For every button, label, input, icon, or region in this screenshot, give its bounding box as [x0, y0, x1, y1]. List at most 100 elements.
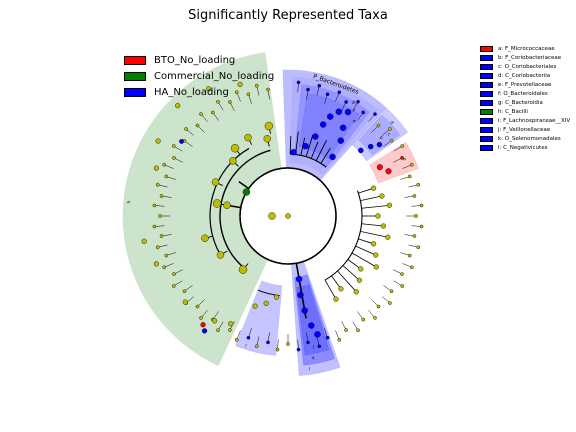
leaf-node	[317, 83, 322, 88]
taxa-swatch	[480, 90, 493, 97]
taxa-label: c: O_Coriobacteriales	[498, 63, 557, 70]
taxa-legend-item: e: F_Prevotellaceae	[480, 80, 570, 89]
taxa-label: h: C_Bacilli	[498, 108, 528, 115]
taxa-legend: a: F_Micrococcaceae b: F_Coriobacteriace…	[480, 44, 570, 152]
tree-node	[201, 234, 209, 242]
leaf-node	[337, 337, 342, 342]
tree-node	[356, 277, 362, 283]
taxa-label: b: F_Coriobacteriaceae	[498, 54, 562, 61]
tree-node-ha	[290, 149, 297, 156]
taxa-legend-item: j: F_Veillonellaceae	[480, 125, 570, 134]
tree-branch	[358, 238, 374, 245]
leaf-node	[199, 316, 203, 320]
tree-node-ha	[308, 322, 315, 329]
tree-node-bto	[200, 322, 206, 328]
leaf-node	[210, 110, 215, 115]
tree-node	[175, 103, 181, 109]
tree-branch	[331, 275, 342, 290]
taxa-label: f: O_Bacteroidales	[498, 90, 548, 97]
tree-node	[380, 223, 387, 229]
tree-node-bto	[376, 164, 383, 171]
taxa-swatch	[480, 45, 493, 52]
tree-node	[212, 199, 222, 208]
tree-node-bacilli	[242, 188, 251, 196]
leaf-node	[159, 194, 164, 198]
leaf-node	[296, 80, 301, 85]
leaf-node	[388, 127, 392, 131]
tree-node	[358, 266, 364, 272]
leaf-node	[306, 340, 310, 345]
taxa-legend-item: a: F_Micrococcaceae	[480, 44, 570, 53]
taxa-legend-item: h: C_Bacilli	[480, 107, 570, 116]
tree-node-ha	[376, 141, 383, 148]
leaf-node	[155, 245, 160, 250]
taxa-legend-item: k: O_Selenomonadales	[480, 134, 570, 143]
leaf-node	[254, 83, 259, 88]
legend-item-bto: BTO_No_loading	[124, 52, 274, 68]
tree-node	[273, 294, 280, 300]
leaf-node	[152, 224, 157, 229]
taxa-legend-item: g: C_Bacteroidia	[480, 98, 570, 107]
legend-swatch-bto	[124, 55, 146, 65]
tree-node-bto	[385, 168, 392, 175]
tree-node-ha	[368, 143, 374, 150]
leaf-node	[388, 301, 392, 305]
leaf-node	[275, 347, 280, 352]
leaf-node	[286, 342, 290, 346]
phylum-ring	[239, 167, 337, 265]
leaf-node	[337, 90, 342, 95]
tree-branch	[305, 134, 314, 157]
tree-node	[370, 241, 377, 247]
tree-branch	[289, 136, 292, 155]
tree-branch	[315, 140, 327, 161]
tree-arc	[324, 190, 363, 281]
clade-letter-label: f	[351, 108, 356, 114]
tree-branch	[361, 223, 384, 227]
tree-node	[385, 234, 391, 240]
tree-branch	[351, 252, 377, 268]
leaf-node	[407, 174, 412, 179]
legend-label-commercial: Commercial_No_loading	[154, 70, 275, 82]
clade-letter-label: b	[378, 135, 385, 141]
tree-node-ha	[326, 113, 334, 120]
leaf-node	[254, 344, 259, 349]
taxa-swatch	[480, 99, 493, 106]
leaf-node	[409, 265, 414, 270]
leaf-node	[400, 272, 404, 276]
legend-label-ha: HA_No_loading	[154, 86, 229, 98]
tree-node	[228, 321, 234, 327]
leaf-node	[171, 284, 176, 288]
tree-node	[155, 138, 161, 144]
tree-node-ha	[339, 124, 347, 132]
tree-node	[153, 165, 160, 171]
leaf-node	[246, 92, 251, 97]
tree-node-ha	[301, 307, 308, 314]
tree-branch	[355, 245, 376, 256]
tree-node	[338, 286, 344, 292]
leaf-node	[266, 87, 270, 92]
leaf-node	[162, 162, 167, 167]
leaf-node	[325, 92, 330, 97]
tree-node-ha	[314, 331, 321, 338]
taxa-label: j: F_Veillonellaceae	[498, 126, 551, 133]
tree-node	[229, 157, 237, 165]
leaf-node	[400, 144, 405, 148]
clade-letter-label: j	[312, 344, 315, 350]
leaf-node	[155, 182, 160, 187]
tree-branch	[337, 270, 357, 293]
leaf-node	[234, 90, 239, 95]
leaf-node	[266, 340, 270, 345]
tree-arc	[209, 147, 250, 256]
tree-node	[264, 121, 274, 131]
tree-branch	[320, 147, 331, 164]
tree-node-ha	[337, 137, 344, 144]
tree-node	[230, 144, 240, 153]
taxa-legend-item: b: F_Coriobacteriaceae	[480, 53, 570, 62]
taxa-legend-item: i: F_Lachnospiraceae__XIV	[480, 116, 570, 125]
leaf-node	[419, 224, 424, 229]
legend-swatch-ha	[124, 87, 146, 97]
tree-node	[263, 300, 269, 306]
tree-node	[373, 252, 379, 258]
clade-letter-label: d	[388, 120, 394, 126]
root-node	[285, 213, 291, 219]
